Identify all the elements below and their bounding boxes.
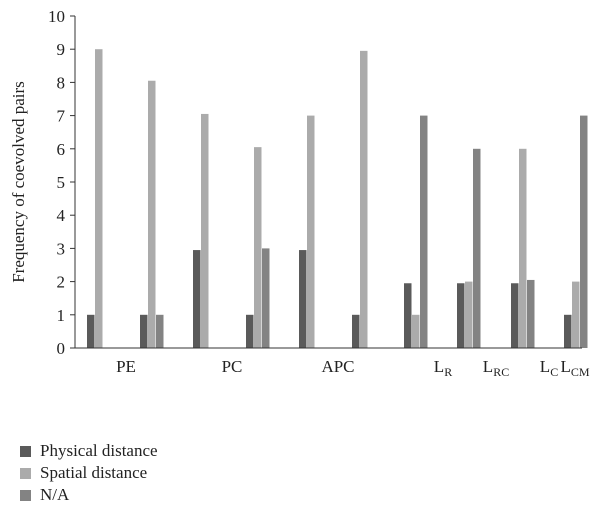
legend-item-physical-distance: Physical distance: [20, 440, 158, 462]
bar-n-a-lr: [420, 115, 428, 348]
y-axis-title: Frequency of coevolved pairs: [9, 81, 28, 283]
y-tick-label: 9: [57, 40, 66, 59]
bars: [87, 49, 588, 349]
bar-spatial-distance-pc: [201, 113, 209, 348]
bar-spatial-distance-lcm: [572, 281, 580, 348]
bar-physical-distance-lc: [511, 283, 519, 348]
x-axis: PE PC APC LR LRC LC LCM: [116, 357, 590, 379]
bar-physical-distance-apc: [352, 314, 360, 348]
bar-n-a-pe: [156, 314, 164, 348]
bar-physical-distance-apc: [299, 250, 307, 348]
bar-physical-distance-pe: [87, 314, 95, 348]
y-tick-label: 2: [57, 273, 66, 292]
bar-n-a-lrc: [473, 148, 481, 348]
legend-label-physical-distance: Physical distance: [40, 441, 158, 460]
legend-label-spatial-distance: Spatial distance: [40, 463, 148, 482]
bar-n-a-pc: [262, 248, 270, 348]
legend-item-spatial-distance: Spatial distance: [20, 462, 158, 484]
x-tick-label: LC: [540, 357, 558, 379]
x-tick-label: LR: [434, 357, 452, 379]
bar-spatial-distance-apc: [360, 50, 368, 349]
y-tick-label: 7: [57, 107, 66, 126]
y-tick-label: 3: [57, 239, 66, 258]
bar-n-a-lcm: [580, 115, 588, 348]
bar-spatial-distance-pc: [254, 147, 262, 348]
y-tick-label: 5: [57, 173, 66, 192]
bar-spatial-distance-pe: [95, 49, 103, 348]
bar-n-a-lc: [527, 279, 535, 348]
y-tick-label: 1: [57, 306, 66, 325]
bar-physical-distance-pc: [193, 250, 201, 348]
x-tick-label: PE: [116, 357, 136, 376]
bar-physical-distance-lr: [404, 283, 412, 348]
y-tick-label: 10: [48, 7, 65, 26]
y-tick-label: 6: [57, 140, 66, 159]
x-tick-label: PC: [222, 357, 243, 376]
legend-item-na: N/A: [20, 484, 158, 506]
y-axis: 0 1 2 3 4 5 6 7 8 9 10: [48, 7, 75, 358]
x-tick-label: LCM: [560, 357, 589, 379]
bar-physical-distance-lcm: [564, 314, 572, 348]
bar-spatial-distance-lrc: [465, 281, 473, 348]
bar-physical-distance-pe: [140, 314, 148, 348]
bar-physical-distance-pc: [246, 314, 254, 348]
y-tick-label: 0: [57, 339, 66, 358]
legend-swatch-spatial-distance: [20, 467, 31, 479]
legend: Physical distance Spatial distance N/A: [20, 440, 158, 506]
bar-spatial-distance-apc: [307, 115, 315, 348]
y-tick-label: 8: [57, 73, 66, 92]
bar-spatial-distance-pe: [148, 80, 156, 349]
bar-physical-distance-lrc: [457, 283, 465, 348]
bar-spatial-distance-lc: [519, 148, 527, 348]
legend-swatch-na: [20, 489, 31, 501]
x-tick-label: LRC: [483, 357, 509, 379]
x-tick-label: APC: [321, 357, 354, 376]
y-tick-label: 4: [57, 206, 66, 225]
legend-swatch-physical-distance: [20, 445, 31, 457]
legend-label-na: N/A: [40, 485, 70, 504]
bar-spatial-distance-lr: [412, 314, 420, 348]
